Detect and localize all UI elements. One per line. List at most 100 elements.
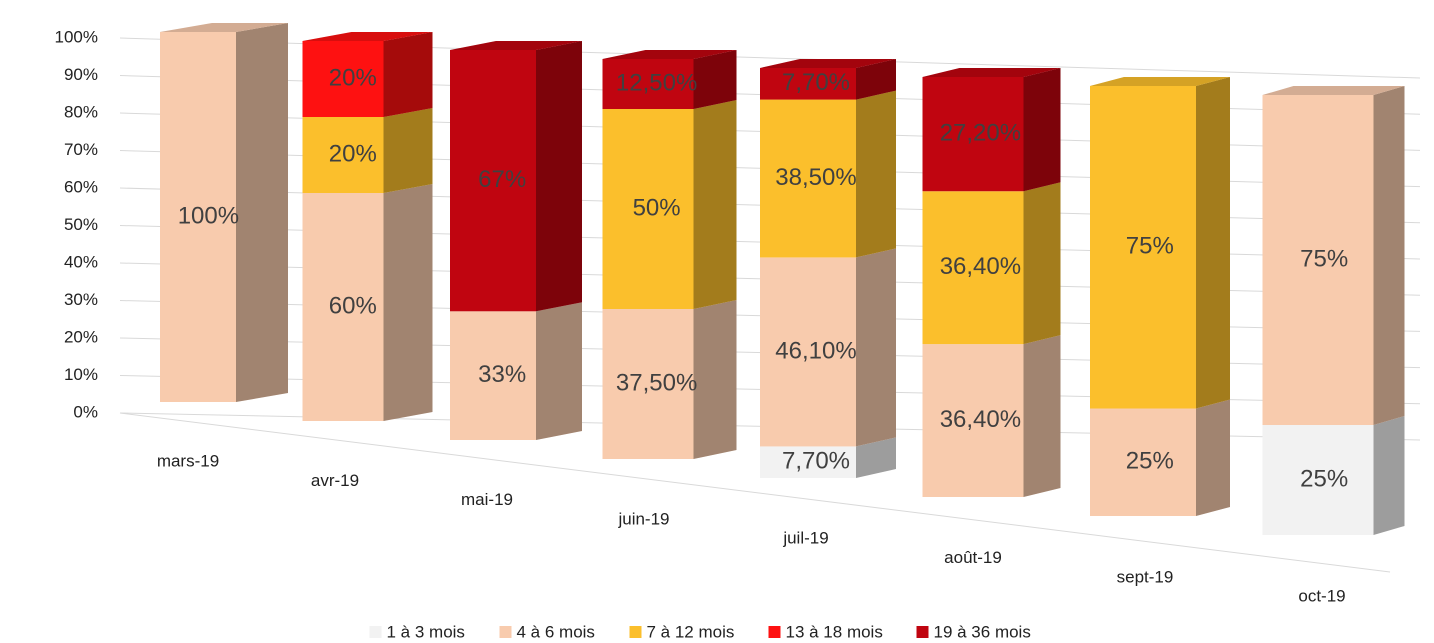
bar-segment [302, 184, 433, 421]
bar-segment [450, 41, 582, 312]
bar-segment [760, 248, 896, 447]
legend-swatch [768, 626, 781, 638]
bar-segment [1090, 399, 1230, 516]
y-tick-label: 70% [64, 140, 98, 159]
bar-top [450, 41, 582, 50]
bar-top-shade [922, 68, 1061, 77]
data-label: 46,10% [775, 337, 856, 364]
bar-segment [922, 182, 1061, 345]
bar-side [1023, 335, 1061, 497]
bar-front [302, 117, 384, 193]
bar-top-shade [450, 41, 582, 50]
bar-side [383, 32, 433, 117]
legend-swatch [629, 626, 642, 638]
data-label: 25% [1300, 465, 1348, 492]
bar-side-shade [1373, 416, 1405, 535]
y-tick-label: 20% [64, 327, 98, 346]
bar-segment [302, 108, 433, 193]
bar-side [1196, 399, 1230, 516]
data-label: 20% [329, 64, 377, 91]
data-label: 36,40% [940, 406, 1021, 433]
bar-top-shade [602, 50, 737, 59]
x-tick-label: août-19 [944, 548, 1002, 567]
bar-top [760, 59, 896, 68]
bar-front [1090, 86, 1196, 409]
bar-segment [922, 335, 1061, 497]
bar-segment [760, 90, 896, 258]
bar-side-shade [236, 23, 288, 402]
legend-swatch [369, 626, 382, 638]
bar-side-shade [1196, 399, 1230, 516]
data-label: 100% [178, 202, 239, 229]
bar-segment [602, 50, 737, 109]
bar-segment [1090, 77, 1230, 409]
data-label: 7,70% [782, 448, 850, 475]
legend-label: 7 à 12 mois [647, 622, 735, 641]
x-tick-label: avr-19 [311, 471, 359, 490]
bar-front [760, 257, 856, 447]
bar-front [302, 193, 384, 421]
bar-top-shade [160, 23, 288, 32]
bar-top [1262, 86, 1405, 95]
bar-segment [302, 32, 433, 117]
bar-side [856, 59, 896, 100]
bar-side [693, 300, 737, 459]
x-tick-label: juil-19 [782, 529, 828, 548]
y-tick-label: 90% [64, 65, 98, 84]
y-tick-label: 60% [64, 177, 98, 196]
bar-side [236, 23, 288, 402]
bar-side-shade [383, 184, 433, 421]
bar-segment [450, 302, 582, 440]
bar-side [693, 50, 737, 109]
bar-front [1262, 425, 1374, 535]
bar-segment [760, 59, 896, 100]
bar-front [602, 309, 694, 459]
data-label: 12,50% [616, 69, 697, 96]
bar-top-shade [1090, 77, 1230, 86]
bar-segment [1262, 416, 1405, 535]
bar-side [383, 184, 433, 421]
y-tick-label: 0% [73, 402, 98, 421]
bar-front [450, 311, 536, 440]
y-tick-label: 100% [55, 27, 98, 46]
bar-front [922, 191, 1024, 345]
bar-front [302, 41, 384, 117]
data-label: 27,20% [940, 119, 1021, 146]
bar-front [922, 344, 1024, 497]
bar-side-shade [1023, 182, 1061, 345]
bar-side [383, 108, 433, 193]
data-label: 37,50% [616, 369, 697, 396]
data-label: 36,40% [940, 253, 1021, 280]
data-label: 67% [478, 166, 526, 193]
bar-side-shade [536, 302, 582, 440]
bar-side-shade [693, 300, 737, 459]
y-tick-label: 50% [64, 215, 98, 234]
bar-side [1373, 416, 1405, 535]
bar-side [536, 302, 582, 440]
bar-side-shade [856, 90, 896, 258]
bar-side-shade [1023, 335, 1061, 497]
bar-top [302, 32, 433, 41]
bar-front [602, 59, 694, 109]
bar-front [1262, 95, 1374, 425]
bar-top [602, 50, 737, 59]
bar-segment [1262, 86, 1405, 425]
bar-top [160, 23, 288, 32]
x-tick-label: juin-19 [617, 509, 669, 528]
bar-side-shade [1023, 68, 1061, 192]
bar-side [536, 41, 582, 312]
legend-label: 13 à 18 mois [786, 622, 883, 641]
bar-front [760, 68, 856, 100]
bar-segment [760, 437, 896, 478]
bar-front [760, 446, 856, 478]
bar-side-shade [856, 248, 896, 447]
bar-segment [602, 300, 737, 459]
bar-top-shade [760, 59, 896, 68]
bar-top-shade [1262, 86, 1405, 95]
bar-side [1196, 77, 1230, 409]
data-label: 60% [329, 292, 377, 319]
bar-side-shade [856, 59, 896, 100]
legend-label: 1 à 3 mois [387, 622, 465, 641]
bar-side [856, 437, 896, 478]
